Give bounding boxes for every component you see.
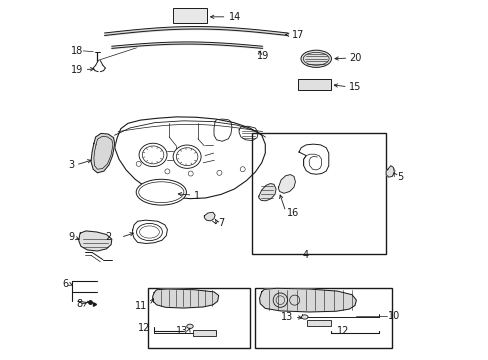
Bar: [147, 288, 249, 348]
Polygon shape: [258, 184, 276, 201]
Text: 6: 6: [62, 279, 68, 289]
Text: 14: 14: [228, 12, 241, 22]
Polygon shape: [386, 166, 394, 177]
Polygon shape: [132, 220, 167, 243]
Text: 15: 15: [348, 82, 361, 93]
Text: 1: 1: [193, 191, 199, 201]
Bar: [172, 8, 206, 23]
Bar: [192, 329, 215, 336]
Polygon shape: [79, 231, 112, 251]
Text: 13: 13: [175, 326, 187, 336]
Text: 16: 16: [286, 208, 299, 218]
Polygon shape: [91, 134, 115, 173]
Ellipse shape: [173, 145, 201, 168]
Text: 19: 19: [71, 64, 83, 75]
Ellipse shape: [136, 179, 186, 205]
Polygon shape: [298, 144, 328, 174]
Polygon shape: [278, 175, 295, 193]
Polygon shape: [115, 117, 265, 199]
Text: 3: 3: [68, 160, 74, 170]
Bar: [251, 134, 386, 253]
Text: 10: 10: [387, 311, 399, 321]
Text: 7: 7: [218, 218, 224, 228]
Text: 9: 9: [68, 232, 74, 242]
Polygon shape: [204, 212, 215, 221]
Polygon shape: [259, 288, 356, 312]
Text: 2: 2: [105, 232, 112, 242]
Text: 17: 17: [291, 30, 303, 40]
Text: 13: 13: [280, 312, 292, 322]
Text: 12: 12: [336, 326, 349, 336]
Text: 11: 11: [134, 301, 147, 311]
Bar: [297, 79, 330, 90]
Text: 19: 19: [257, 50, 269, 60]
Text: 20: 20: [349, 53, 361, 63]
Text: 4: 4: [303, 249, 308, 260]
Text: 8: 8: [76, 300, 82, 310]
Ellipse shape: [301, 50, 331, 67]
Text: 18: 18: [71, 46, 83, 56]
Ellipse shape: [139, 143, 167, 167]
Text: 12: 12: [138, 324, 150, 333]
Polygon shape: [152, 289, 218, 308]
Text: 5: 5: [396, 172, 402, 182]
Bar: [255, 288, 391, 348]
Bar: [306, 320, 330, 326]
Ellipse shape: [301, 315, 307, 319]
Ellipse shape: [186, 324, 193, 328]
